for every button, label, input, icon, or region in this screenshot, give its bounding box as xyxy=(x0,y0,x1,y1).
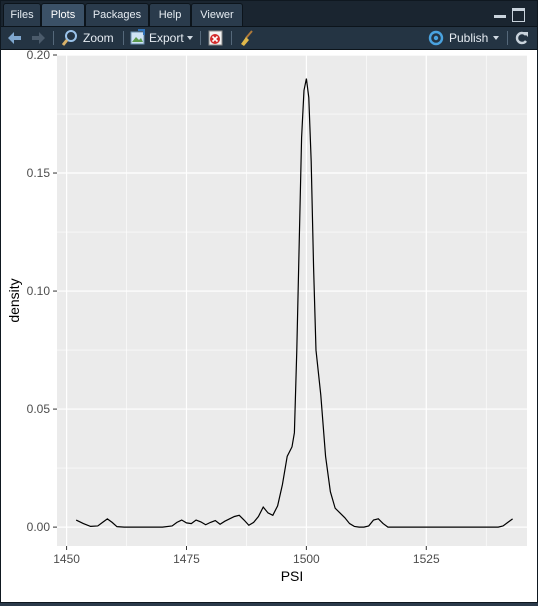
toolbar-separator xyxy=(231,31,232,45)
tab-files[interactable]: Files xyxy=(3,3,41,26)
chevron-down-icon xyxy=(493,36,499,40)
publish-label: Publish xyxy=(449,31,489,45)
y-tick-label: 0.00 xyxy=(27,520,51,534)
publish-button[interactable]: Publish xyxy=(427,27,501,49)
tab-bar: Files Plots Packages Help Viewer xyxy=(1,1,537,27)
zoom-label: Zoom xyxy=(83,31,114,45)
tab-plots[interactable]: Plots xyxy=(41,3,85,26)
tab-packages[interactable]: Packages xyxy=(85,3,149,26)
export-image-icon xyxy=(130,29,145,45)
density-plot: 0.00 0.05 0.10 0.15 0.20 1450 1475 1500 1525 PS… xyxy=(6,48,527,584)
forward-button[interactable] xyxy=(29,27,47,49)
clear-all-plots-button[interactable] xyxy=(237,27,257,49)
y-axis-label: density xyxy=(6,278,22,322)
x-axis-label: PSI xyxy=(281,568,304,584)
toolbar-separator xyxy=(123,31,124,45)
x-tick-label: 1525 xyxy=(413,552,440,566)
tab-help[interactable]: Help xyxy=(149,3,191,26)
refresh-button[interactable] xyxy=(512,27,532,49)
y-tick-label: 0.05 xyxy=(27,402,51,416)
plot-panel-background xyxy=(57,55,527,546)
arrow-left-icon xyxy=(8,32,21,44)
remove-plot-button[interactable] xyxy=(206,27,226,49)
y-tick-label: 0.15 xyxy=(27,166,51,180)
remove-plot-icon xyxy=(208,30,223,46)
magnifier-icon xyxy=(61,30,77,46)
toolbar-separator xyxy=(53,31,54,45)
grid-minor xyxy=(57,55,527,546)
export-button[interactable]: Export xyxy=(129,27,195,49)
x-tick-label: 1500 xyxy=(293,552,320,566)
plots-toolbar: Zoom Export xyxy=(1,27,537,50)
density-line xyxy=(75,78,513,528)
refresh-icon xyxy=(515,31,528,45)
x-axis: 1450 1475 1500 1525 xyxy=(53,546,440,566)
back-button[interactable] xyxy=(6,27,24,49)
x-tick-label: 1450 xyxy=(53,552,80,566)
x-tick-label: 1475 xyxy=(173,552,200,566)
y-tick-label: 0.20 xyxy=(27,50,51,62)
plot-viewer: 0.00 0.05 0.10 0.15 0.20 1450 1475 1500 1525 PS… xyxy=(1,48,537,602)
y-axis: 0.00 0.05 0.10 0.15 0.20 xyxy=(27,48,57,534)
chevron-down-icon xyxy=(187,36,193,40)
zoom-button[interactable]: Zoom xyxy=(61,27,117,49)
toolbar-separator xyxy=(200,31,201,45)
minimize-pane-icon[interactable] xyxy=(494,8,506,18)
broom-icon xyxy=(241,30,253,46)
y-tick-label: 0.10 xyxy=(27,284,51,298)
toolbar-separator xyxy=(507,31,508,45)
export-label: Export xyxy=(149,31,184,45)
arrow-right-icon xyxy=(32,32,45,44)
tab-viewer[interactable]: Viewer xyxy=(191,3,243,26)
publish-icon xyxy=(428,30,444,46)
maximize-pane-icon[interactable] xyxy=(512,8,525,22)
